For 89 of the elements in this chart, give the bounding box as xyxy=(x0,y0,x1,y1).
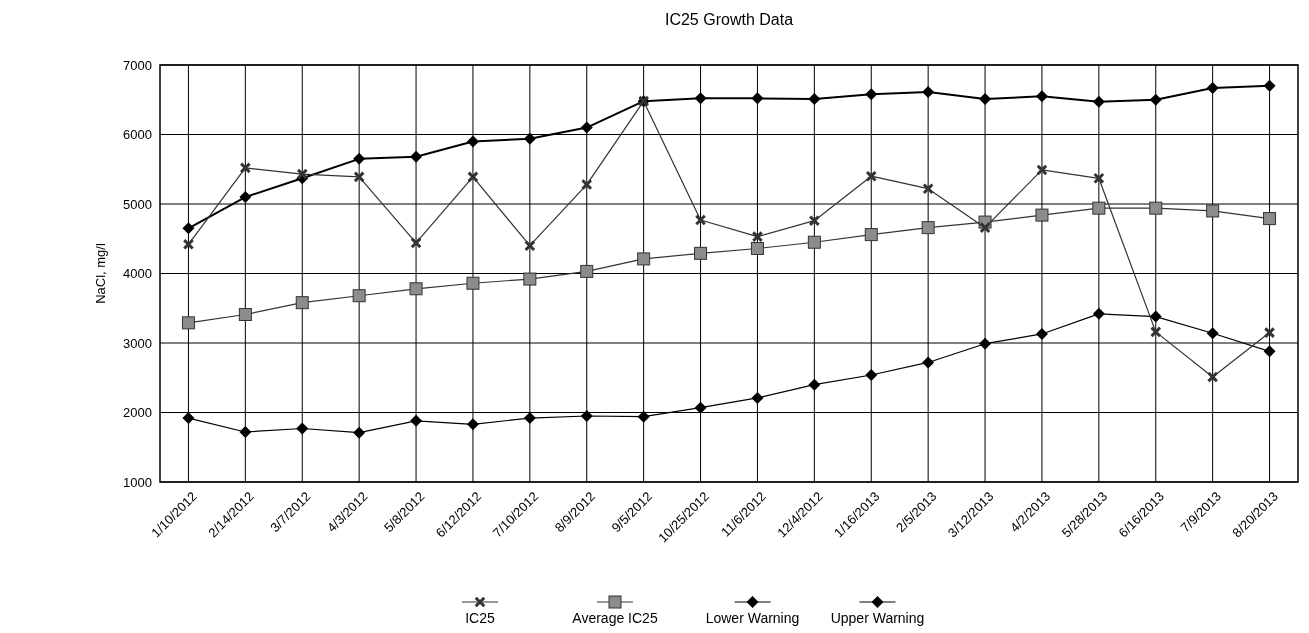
y-tick-label: 6000 xyxy=(123,127,152,143)
point xyxy=(296,422,309,435)
point xyxy=(1206,327,1219,340)
point xyxy=(1149,201,1163,215)
point xyxy=(979,222,991,233)
point xyxy=(752,231,763,242)
point xyxy=(979,337,992,350)
point xyxy=(922,356,935,369)
point xyxy=(295,296,309,310)
point xyxy=(1093,172,1105,184)
point xyxy=(523,272,537,286)
point xyxy=(1036,164,1048,176)
point xyxy=(865,368,878,381)
point xyxy=(353,152,366,165)
point xyxy=(182,222,195,235)
point xyxy=(181,316,195,330)
point xyxy=(637,410,650,423)
y-tick-label: 2000 xyxy=(123,405,152,421)
point xyxy=(865,170,877,182)
y-tick-label: 3000 xyxy=(123,335,152,351)
point xyxy=(694,246,708,260)
point xyxy=(1149,310,1162,323)
legend-label: Upper Warning xyxy=(830,610,925,626)
y-axis-title: NaCl, mg/l xyxy=(93,243,108,304)
point xyxy=(409,282,423,296)
point xyxy=(240,162,251,174)
point xyxy=(1092,95,1105,108)
point xyxy=(581,179,593,190)
point xyxy=(1092,201,1106,215)
point xyxy=(238,308,252,322)
point xyxy=(979,93,992,106)
point xyxy=(410,150,423,163)
point xyxy=(1035,90,1048,103)
point xyxy=(466,418,479,431)
point xyxy=(1206,204,1220,218)
point xyxy=(239,425,252,438)
y-tick-label: 7000 xyxy=(123,57,152,73)
point xyxy=(808,93,821,106)
point xyxy=(580,121,593,134)
point xyxy=(580,264,594,278)
point xyxy=(921,221,935,235)
point xyxy=(353,426,366,439)
point xyxy=(1149,93,1162,106)
point xyxy=(524,240,536,251)
legend-label: Lower Warning xyxy=(705,610,800,626)
point xyxy=(466,276,480,290)
point xyxy=(922,86,935,99)
point xyxy=(467,171,479,183)
point xyxy=(1263,212,1277,226)
point xyxy=(466,135,479,148)
point xyxy=(1035,208,1049,222)
point xyxy=(751,92,764,105)
point xyxy=(1207,371,1218,383)
point xyxy=(750,241,764,255)
point xyxy=(1263,345,1276,358)
legend-label: Average IC25 xyxy=(572,610,658,626)
legend-label: IC25 xyxy=(465,610,495,626)
point xyxy=(864,228,878,242)
y-tick-label: 1000 xyxy=(123,474,152,490)
point xyxy=(695,214,706,226)
point xyxy=(637,252,651,266)
point xyxy=(751,391,764,404)
point xyxy=(523,132,536,145)
point xyxy=(922,183,934,195)
y-tick-label: 5000 xyxy=(123,196,152,212)
point xyxy=(1150,326,1162,338)
point xyxy=(239,191,252,204)
point xyxy=(353,171,365,183)
point xyxy=(808,378,821,391)
point xyxy=(694,401,707,414)
point xyxy=(182,412,195,425)
point xyxy=(694,92,707,105)
point xyxy=(523,412,536,425)
point xyxy=(809,215,820,226)
point xyxy=(410,414,423,427)
point xyxy=(1263,79,1276,92)
point xyxy=(296,168,308,180)
point xyxy=(1092,307,1105,320)
chart-title: IC25 Growth Data xyxy=(664,11,794,28)
point xyxy=(580,409,593,422)
point xyxy=(865,88,878,101)
point xyxy=(352,289,366,303)
point xyxy=(807,235,821,249)
y-tick-label: 4000 xyxy=(123,266,152,282)
point xyxy=(183,239,194,250)
point xyxy=(1035,327,1048,340)
point xyxy=(410,237,422,249)
point xyxy=(1264,327,1275,338)
point xyxy=(1206,81,1219,94)
